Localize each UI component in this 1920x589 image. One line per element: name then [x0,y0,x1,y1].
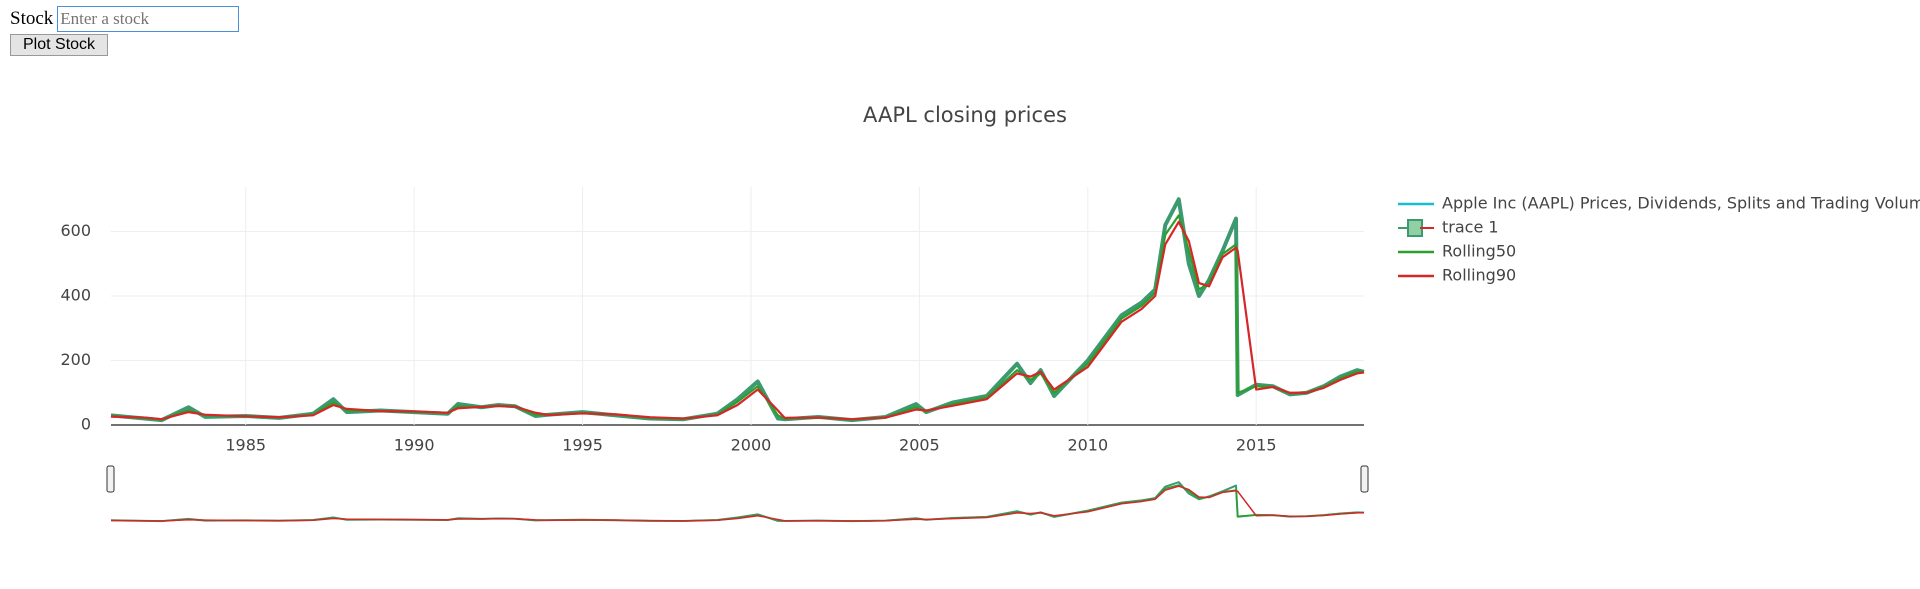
slider-series-line [110,481,1365,522]
x-tick-label: 2005 [899,436,940,455]
legend-icon [1407,219,1423,237]
y-tick-label: 0 [81,415,91,434]
plot-button[interactable]: Plot Stock [10,34,109,56]
y-tick-label: 400 [60,286,91,305]
legend-label: Rolling50 [1442,242,1516,261]
x-tick-label: 1995 [562,436,603,455]
x-tick-label: 1985 [225,436,266,455]
y-tick-label: 200 [60,350,91,369]
series-line [110,198,1365,422]
slider-handle [1360,465,1369,493]
x-tick-label: 2015 [1236,436,1277,455]
controls: Stock Plot Stock [10,6,240,56]
legend-label: trace 1 [1442,218,1499,237]
stock-label: Stock [10,8,54,29]
legend-label: Rolling90 [1442,266,1516,285]
legend-label: Apple Inc (AAPL) Prices, Dividends, Spli… [1442,194,1920,213]
slider-handle [106,465,115,493]
series-line [110,197,1365,423]
slider-series-line [110,485,1365,522]
series-line [110,214,1364,421]
series-line [110,220,1365,421]
slider-series-line [110,481,1365,523]
y-tick-label: 600 [60,221,91,240]
x-tick-label: 1990 [394,436,435,455]
x-tick-label: 2010 [1067,436,1108,455]
chart-title: AAPL closing prices [863,103,1067,127]
slider-series-line [110,484,1364,522]
x-tick-label: 2000 [731,436,772,455]
stock-input[interactable] [57,6,240,32]
